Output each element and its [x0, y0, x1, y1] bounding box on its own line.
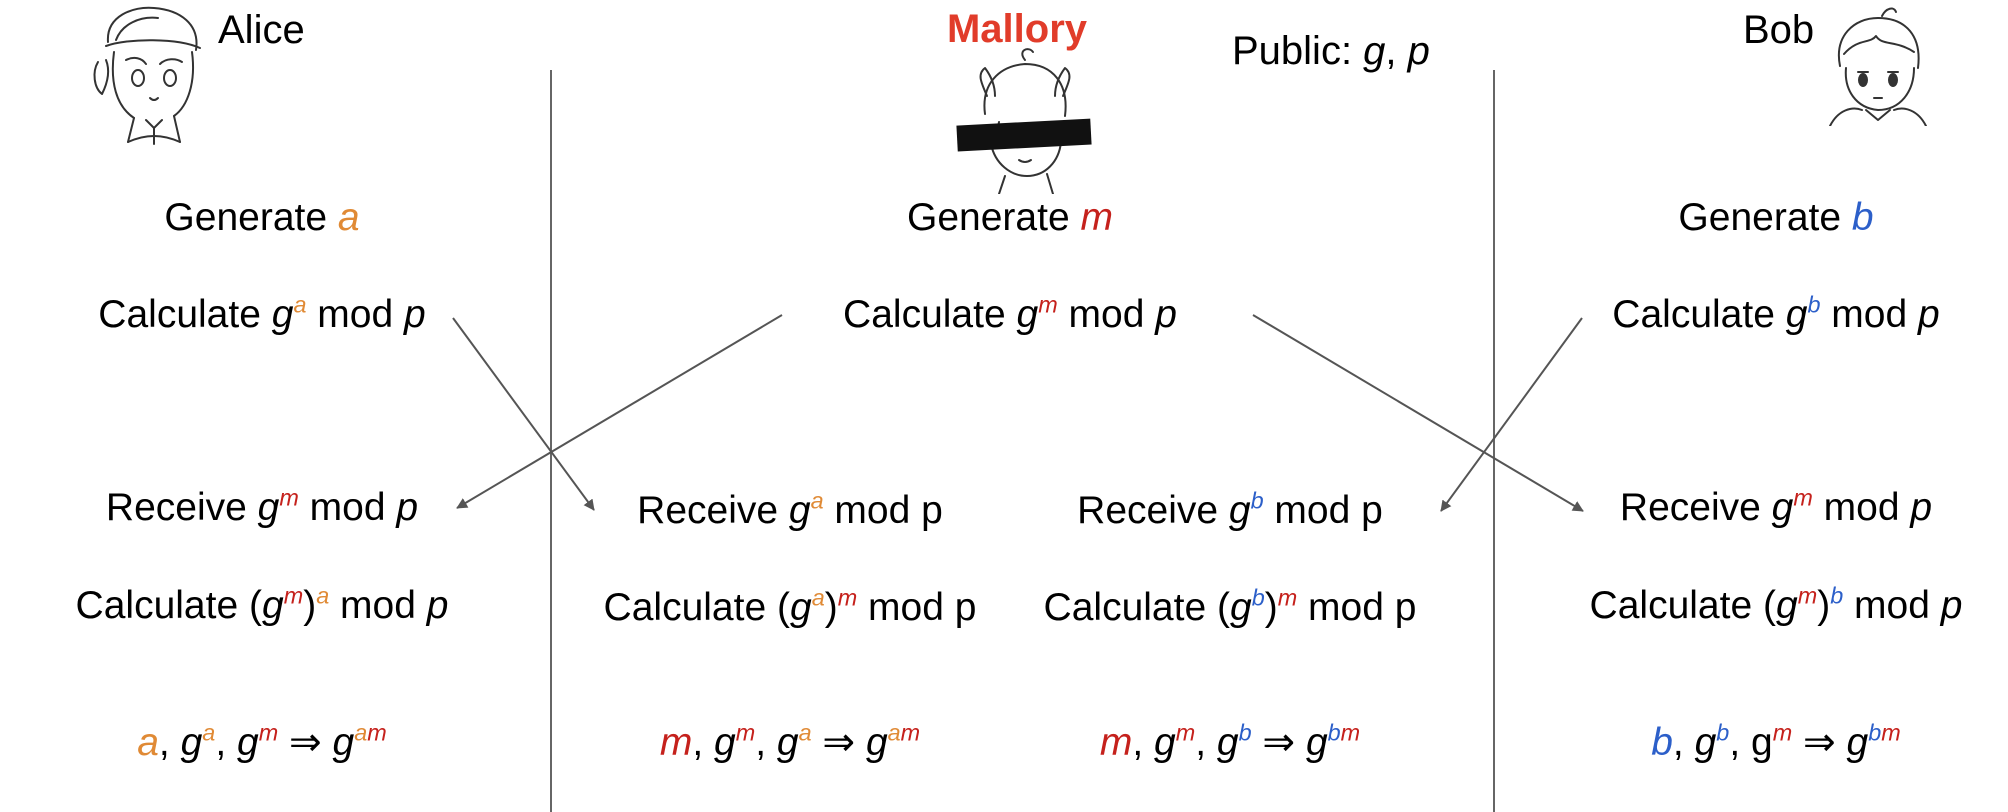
alice-avatar-icon [93, 6, 201, 145]
mallory-calculate-public: Calculate gm mod p [843, 291, 1177, 336]
mallory-result-alice: m, gm, ga ⇒ gam [659, 719, 921, 764]
mallory-receive-from-bob: Receive gb mod p [1077, 487, 1383, 532]
bob-receive: Receive gm mod p [1619, 484, 1933, 529]
bob-avatar-icon [1829, 7, 1927, 126]
arrow-alice-to-mallory [452, 317, 595, 511]
mallory-name: Mallory [946, 7, 1088, 51]
mallory-calculate-shared-alice: Calculate (ga)m mod p [603, 584, 977, 629]
alice-generate: Generate a [164, 196, 360, 239]
arrow-mallory-to-bob [1252, 314, 1584, 512]
mallory-avatar-icon [956, 48, 1092, 194]
mallory-blindfold [956, 118, 1092, 152]
mallory-generate: Generate m [907, 196, 1113, 239]
mallory-receive-from-alice: Receive ga mod p [637, 487, 943, 532]
bob-name: Bob [1743, 8, 1815, 52]
alice-name: Alice [218, 8, 305, 52]
bob-result: b, gb, gm ⇒ gbm [1651, 719, 1901, 764]
alice-calculate-shared: Calculate (gm)a mod p [75, 582, 449, 627]
alice-result: a, ga, gm ⇒ gam [137, 719, 387, 764]
bob-calculate-shared: Calculate (gm)b mod p [1589, 582, 1963, 627]
mallory-result-bob: m, gm, gb ⇒ gbm [1099, 719, 1361, 764]
arrow-mallory-to-alice [456, 314, 783, 509]
bob-calculate-public: Calculate gb mod p [1612, 291, 1940, 336]
public-parameters: Public: g, p [1232, 29, 1430, 73]
bob-generate: Generate b [1678, 196, 1874, 239]
alice-receive: Receive gm mod p [105, 484, 419, 529]
mallory-calculate-shared-bob: Calculate (gb)m mod p [1043, 584, 1417, 629]
arrow-bob-to-mallory [1440, 317, 1583, 512]
alice-calculate-public: Calculate ga mod p [98, 291, 426, 336]
